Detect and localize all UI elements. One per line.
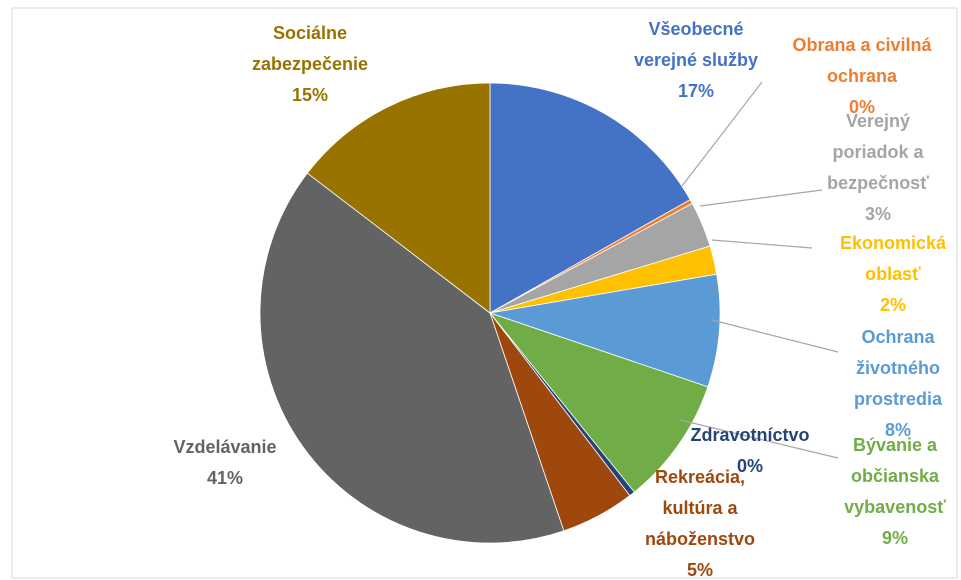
category-label: Bývanie a občianska vybavenosť xyxy=(844,435,946,517)
category-label: Verejný poriadok a bezpečnosť xyxy=(827,111,929,193)
data-label: Všeobecné verejné služby 17% xyxy=(616,14,776,107)
category-label: Rekreácia, kultúra a náboženstvo xyxy=(644,467,755,549)
data-label: Zdravotníctvo 0% xyxy=(670,420,830,482)
value-label: 0% xyxy=(848,97,875,117)
pie-slice xyxy=(489,273,721,388)
value-label: 15% xyxy=(291,85,329,105)
category-label: Ekonomická oblasť xyxy=(839,233,947,284)
leader-line xyxy=(711,239,813,249)
leader-line xyxy=(681,81,763,187)
data-label: Rekreácia, kultúra a náboženstvo 5% xyxy=(630,462,770,580)
data-label: Sociálne zabezpečenie 15% xyxy=(235,18,385,111)
category-label: Ochrana životného prostredia xyxy=(853,327,943,409)
value-label: 3% xyxy=(864,204,891,224)
category-label: Vzdelávanie xyxy=(173,437,277,457)
data-label: Bývanie a občianska vybavenosť 9% xyxy=(830,430,960,554)
value-label: 17% xyxy=(677,81,715,101)
chart-border xyxy=(11,7,958,579)
value-label: 0% xyxy=(736,456,763,476)
value-label: 41% xyxy=(206,468,244,488)
data-label: Obrana a civilná ochrana 0% xyxy=(792,30,932,123)
value-label: 5% xyxy=(686,560,713,580)
category-label: Sociálne zabezpečenie xyxy=(251,23,369,74)
leader-line xyxy=(679,419,839,459)
pie-slice xyxy=(488,312,709,493)
value-label: 2% xyxy=(879,295,906,315)
data-label: Vzdelávanie 41% xyxy=(145,432,305,494)
value-label: 9% xyxy=(881,528,908,548)
leader-line xyxy=(711,319,839,353)
leader-line xyxy=(699,189,823,207)
category-label: Obrana a civilná ochrana xyxy=(792,35,932,86)
data-label: Ochrana životného prostredia 8% xyxy=(838,322,958,446)
data-label: Verejný poriadok a bezpečnosť 3% xyxy=(813,106,943,230)
category-label: Zdravotníctvo xyxy=(690,425,810,445)
category-label: Všeobecné verejné služby xyxy=(633,19,759,70)
pie-slice xyxy=(306,82,491,314)
value-label: 8% xyxy=(884,420,911,440)
data-label: Ekonomická oblasť 2% xyxy=(823,228,961,321)
pie-slice xyxy=(259,172,565,544)
pie-slice xyxy=(489,82,691,314)
